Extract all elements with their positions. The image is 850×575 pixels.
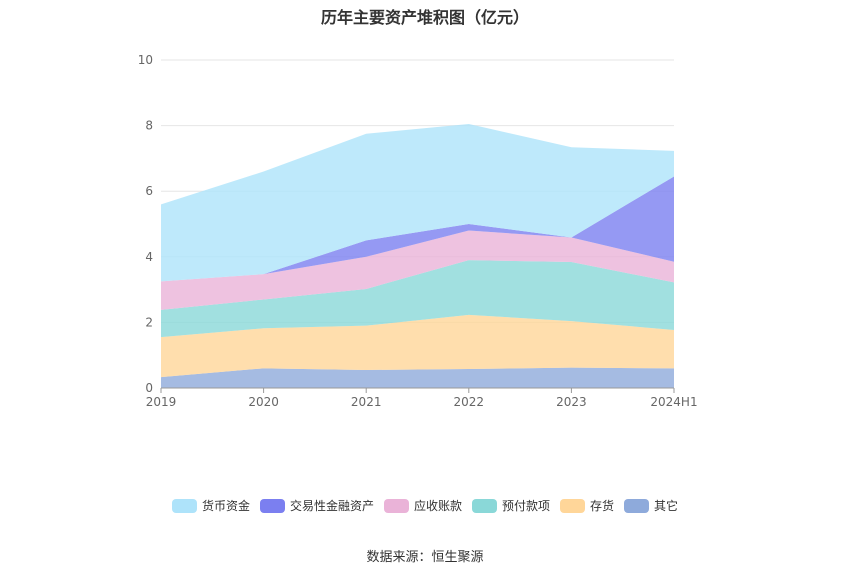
legend-label: 预付款项 <box>502 499 551 513</box>
area-series-2 <box>161 260 674 338</box>
legend-label: 货币资金 <box>201 499 250 513</box>
data-source: 数据来源：恒生聚源 <box>366 550 484 565</box>
legend-label: 存货 <box>590 499 615 513</box>
legend-item[interactable]: 其它 <box>624 497 678 514</box>
chart-title: 历年主要资产堆积图（亿元） <box>320 8 529 27</box>
area-series-0 <box>161 367 674 388</box>
area-series-3 <box>161 230 674 310</box>
y-tick-label: 2 <box>145 315 153 329</box>
y-tick-label: 10 <box>138 53 153 67</box>
x-tick-label: 2019 <box>146 395 177 409</box>
x-tick-label: 2024H1 <box>650 395 697 409</box>
legend-swatch <box>383 498 409 513</box>
legend-item[interactable]: 存货 <box>560 497 614 514</box>
legend-item[interactable]: 交易性金融资产 <box>259 497 374 514</box>
legend-item[interactable]: 货币资金 <box>171 497 250 514</box>
area-series-1 <box>161 314 674 378</box>
legend-label: 其它 <box>654 499 679 513</box>
legend-swatch <box>171 498 197 513</box>
legend-swatch <box>259 498 285 513</box>
y-tick-label: 6 <box>145 184 153 198</box>
y-tick-label: 0 <box>145 381 153 395</box>
y-tick-label: 4 <box>145 250 153 264</box>
y-tick-label: 8 <box>145 119 153 133</box>
legend-label: 应收账款 <box>413 499 462 513</box>
x-tick-label: 2021 <box>351 395 382 409</box>
legend-label: 交易性金融资产 <box>289 499 374 513</box>
legend-swatch <box>560 498 586 513</box>
x-tick-label: 2022 <box>454 395 485 409</box>
legend-swatch <box>624 498 650 513</box>
legend-item[interactable]: 预付款项 <box>472 497 550 514</box>
legend-swatch <box>472 498 497 513</box>
x-tick-label: 2023 <box>556 395 587 409</box>
legend: 货币资金 交易性金融资产 应收账款 预付款项 存货 其它 <box>0 497 850 514</box>
x-tick-label: 2020 <box>248 395 279 409</box>
legend-item[interactable]: 应收账款 <box>383 497 462 514</box>
area-series-5 <box>161 123 674 282</box>
